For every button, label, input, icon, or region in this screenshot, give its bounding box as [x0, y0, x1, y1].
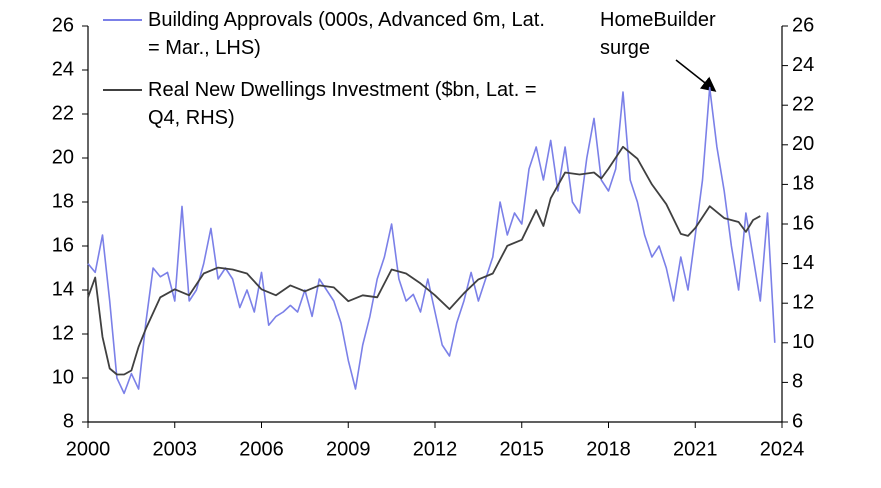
y-tick-label: 16	[52, 234, 74, 256]
legend-label: Building Approvals (000s, Advanced 6m, L…	[148, 9, 545, 59]
y2-tick-label: 26	[792, 14, 814, 36]
y-tick-label: 12	[52, 322, 74, 344]
y2-tick-label: 14	[792, 252, 814, 274]
y2-tick-label: 6	[792, 410, 803, 432]
series-line	[87, 145, 761, 376]
y2-tick-label: 22	[792, 93, 814, 115]
y-tick-label: 10	[52, 366, 74, 388]
x-tick-label: 2012	[413, 438, 458, 460]
x-tick-label: 2021	[673, 438, 718, 460]
series-line	[87, 86, 776, 395]
x-tick-label: 2003	[153, 438, 198, 460]
y2-tick-label: 12	[792, 291, 814, 313]
x-tick-label: 2024	[760, 438, 805, 460]
y-tick-label: 20	[52, 146, 74, 168]
y2-tick-label: 8	[792, 371, 803, 393]
y-tick-label: 18	[52, 190, 74, 212]
y-tick-label: 22	[52, 102, 74, 124]
x-tick-label: 2018	[586, 438, 631, 460]
annotation-arrow	[675, 59, 717, 92]
y2-tick-label: 16	[792, 212, 814, 234]
x-tick-label: 2015	[500, 438, 545, 460]
y-tick-label: 24	[52, 58, 74, 80]
x-tick-label: 2009	[326, 438, 371, 460]
annotation: HomeBuilder surge	[600, 9, 716, 59]
y2-tick-label: 24	[792, 54, 814, 76]
y-tick-label: 8	[63, 410, 74, 432]
x-tick-label: 2000	[66, 438, 111, 460]
legend-label: Real New Dwellings Investment ($bn, Lat.…	[148, 79, 537, 129]
y-tick-label: 14	[52, 278, 74, 300]
y2-tick-label: 18	[792, 173, 814, 195]
x-tick-label: 2006	[239, 438, 284, 460]
y2-tick-label: 20	[792, 133, 814, 155]
y2-tick-label: 10	[792, 331, 814, 353]
y-tick-label: 26	[52, 14, 74, 36]
